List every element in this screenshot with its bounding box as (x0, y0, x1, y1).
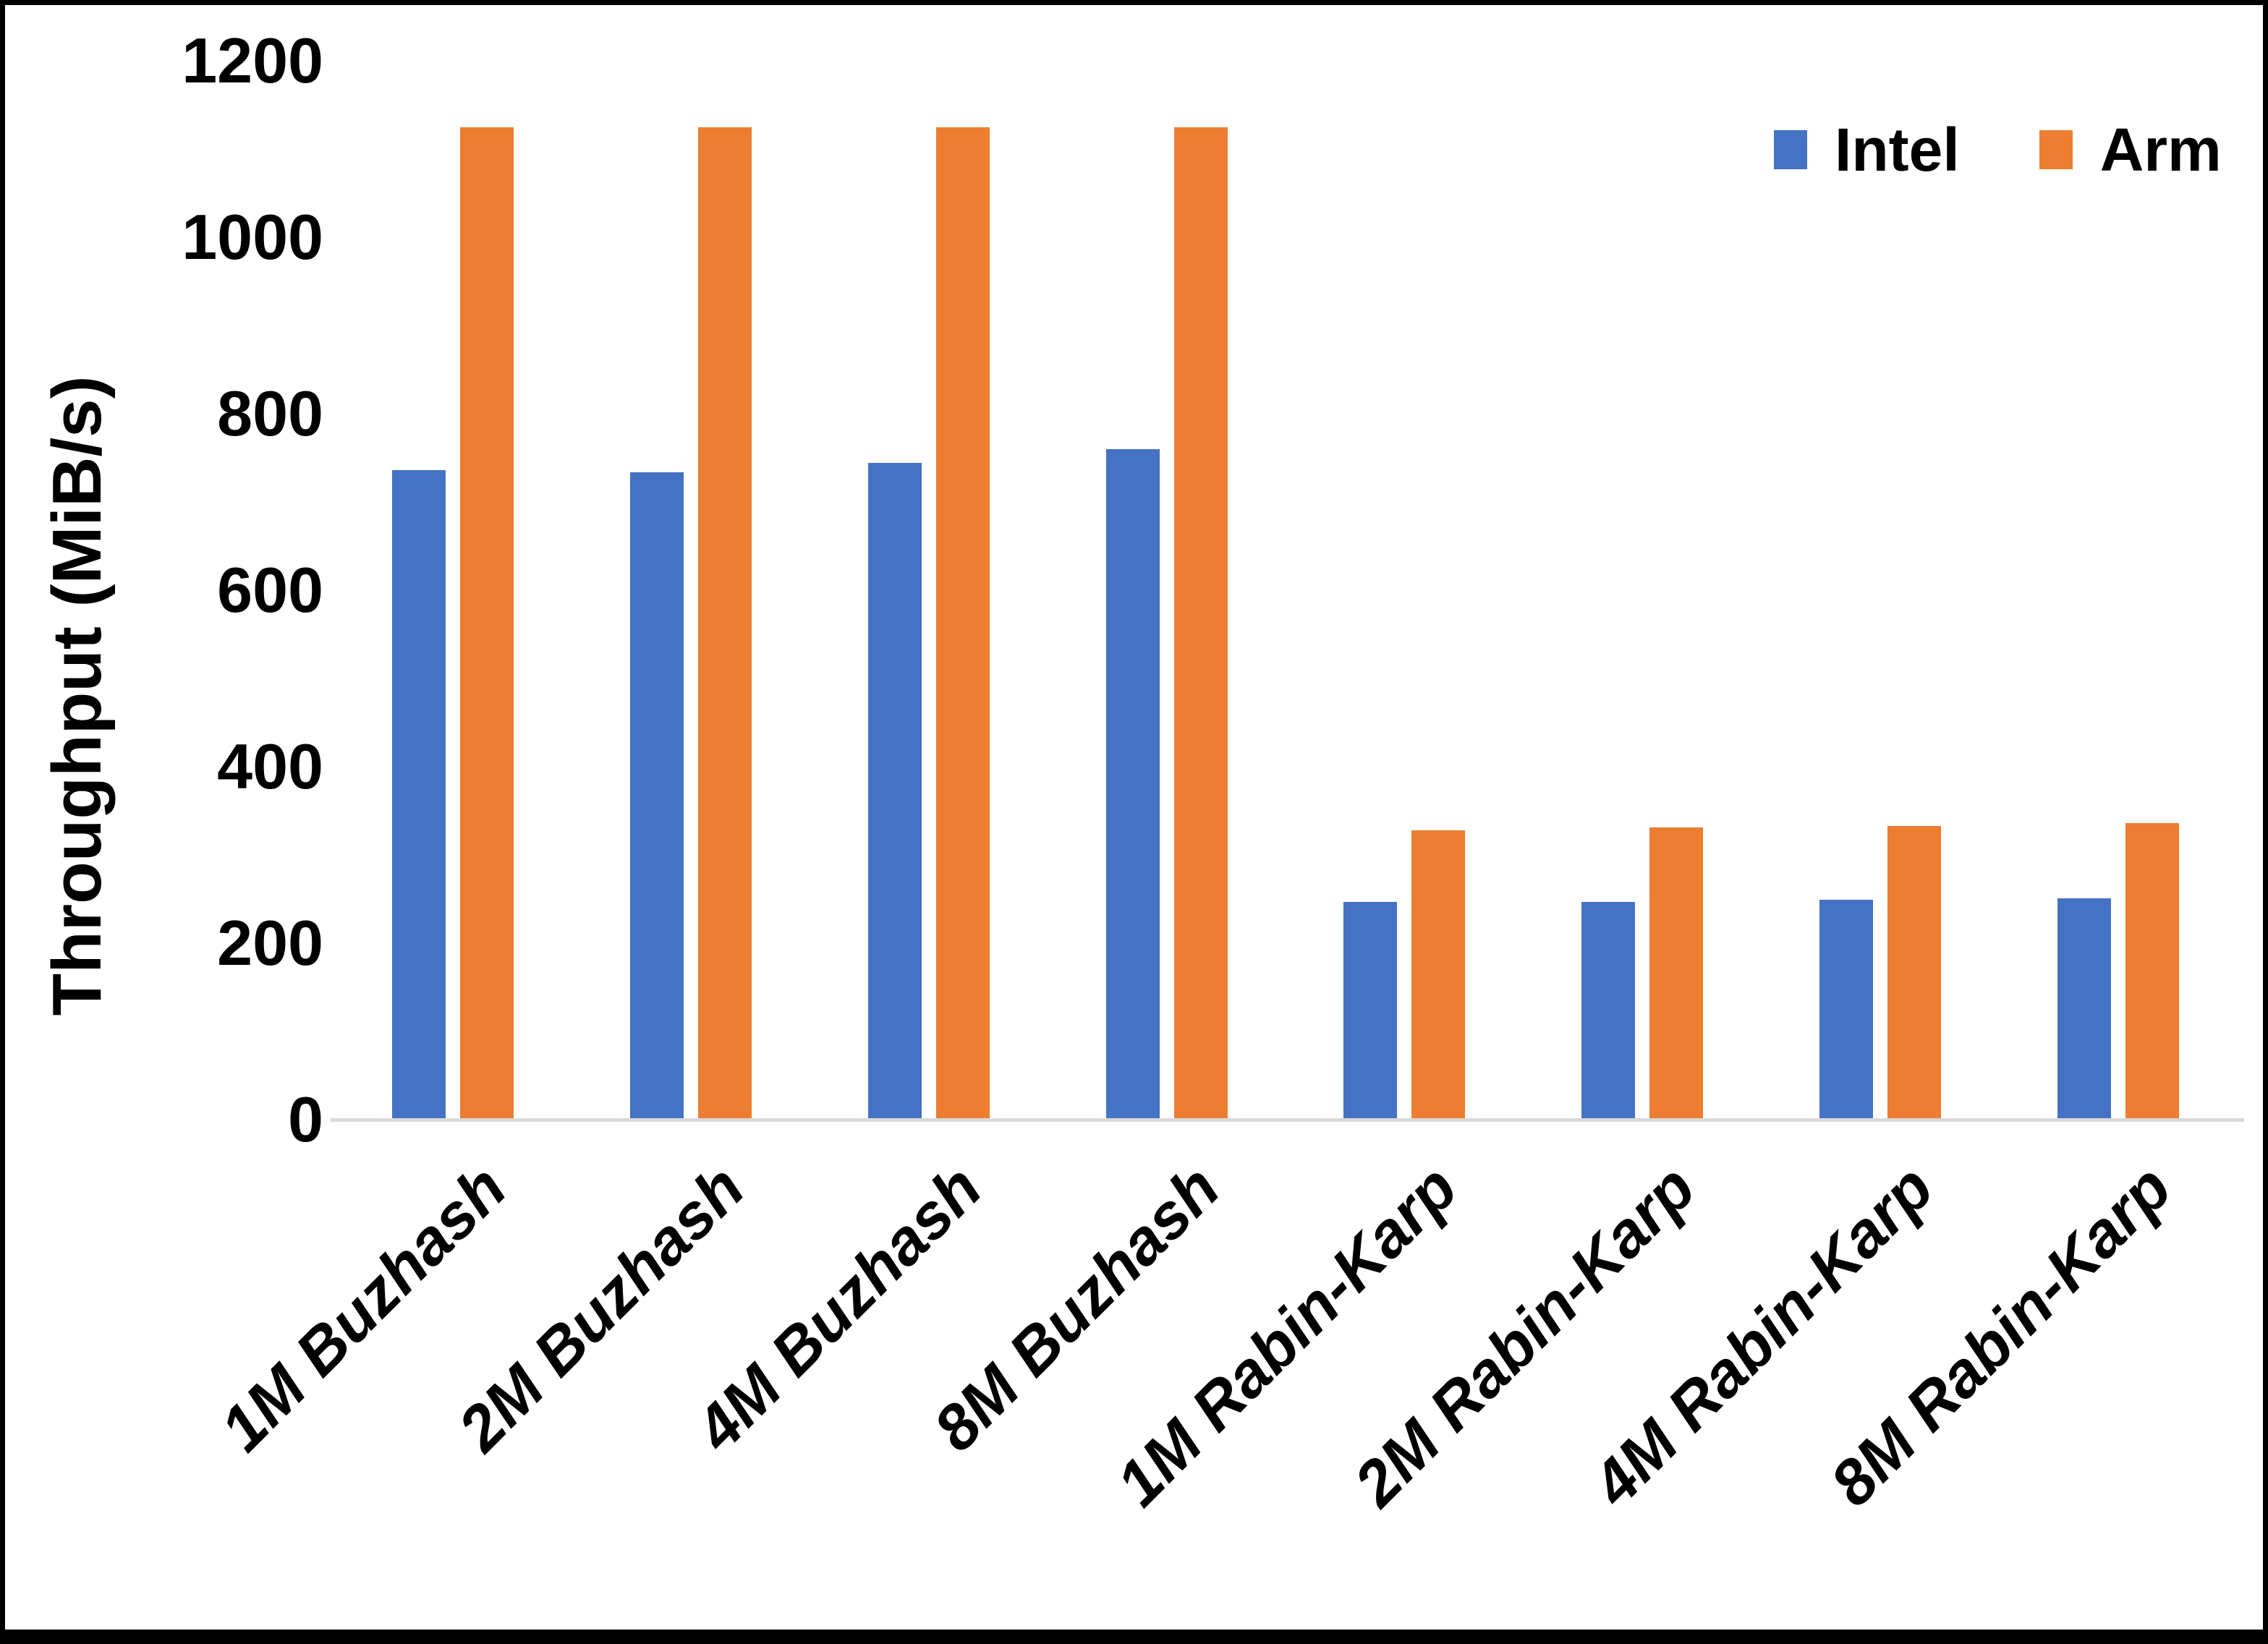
bar-intel-3 (867, 463, 922, 1120)
legend-label-arm: Arm (2099, 116, 2222, 184)
bar-arm-4 (1173, 127, 1228, 1120)
bar-arm-5 (1411, 830, 1466, 1120)
bar-intel-1 (392, 470, 446, 1120)
arm-series-swatch (2039, 130, 2073, 169)
legend: Intel Arm (1774, 119, 2222, 180)
bar-intel-8 (2057, 898, 2111, 1120)
bar-intel-7 (1819, 900, 1873, 1120)
legend-item-arm: Arm (2039, 119, 2222, 180)
y-axis-title: Throughput (MiB/s) (38, 375, 116, 1016)
bar-arm-8 (2125, 823, 2179, 1120)
y-tick-label: 400 (217, 731, 323, 802)
bar-arm-2 (698, 127, 752, 1120)
bar-arm-1 (460, 127, 514, 1120)
bar-intel-2 (630, 472, 684, 1120)
y-tick-label: 1000 (182, 201, 323, 273)
bar-arm-3 (935, 127, 990, 1120)
y-tick-label: 800 (217, 378, 323, 449)
intel-series-swatch (1774, 130, 1807, 169)
legend-label-intel: Intel (1835, 116, 1960, 184)
y-tick-label: 1200 (182, 25, 323, 96)
bar-intel-6 (1581, 901, 1636, 1120)
bar-arm-7 (1887, 825, 1941, 1120)
y-tick-label: 600 (217, 554, 323, 626)
x-axis-line (331, 1118, 2244, 1122)
bar-arm-6 (1649, 827, 1704, 1120)
y-tick-label: 0 (288, 1083, 323, 1155)
bar-intel-4 (1105, 448, 1160, 1120)
legend-item-intel: Intel (1774, 119, 1960, 180)
y-tick-label: 200 (217, 907, 323, 979)
bar-intel-5 (1343, 901, 1398, 1120)
